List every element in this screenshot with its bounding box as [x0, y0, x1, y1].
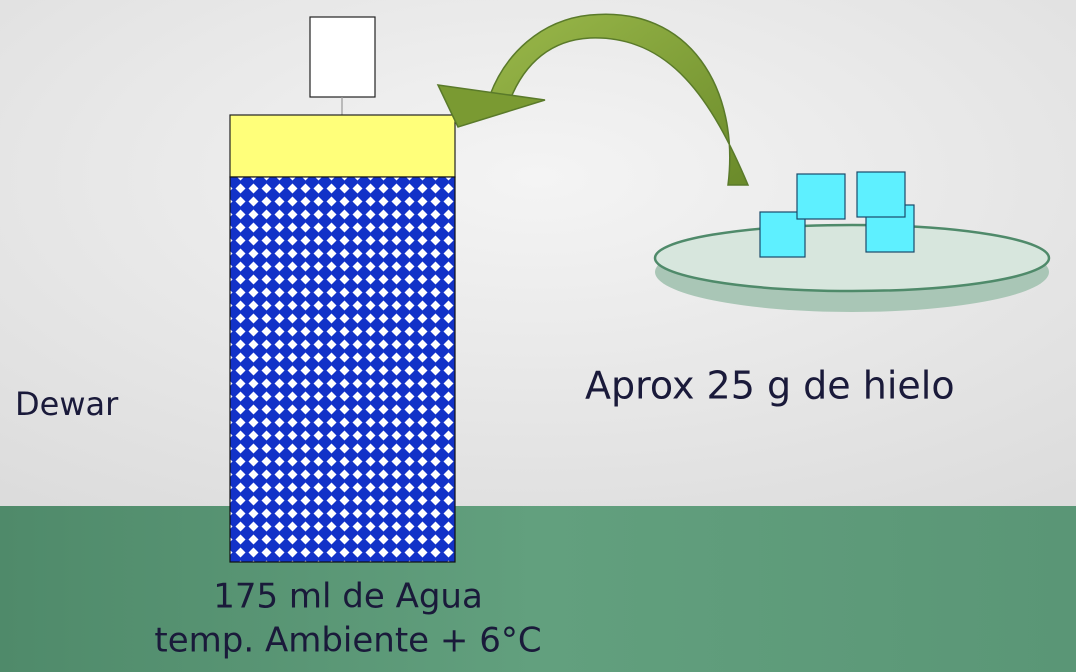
- dish: [653, 223, 1051, 293]
- floor-band: [0, 506, 1076, 672]
- dewar-water: [229, 176, 456, 563]
- ice-cube: [856, 171, 906, 218]
- temperature-label: temp. Ambiente + 6°C: [154, 621, 541, 661]
- arrow-head: [436, 84, 546, 128]
- probe-box: [309, 16, 376, 98]
- dewar-label: Dewar: [15, 385, 119, 423]
- ice-label: Aprox 25 g de hielo: [585, 364, 955, 408]
- ice-cube: [796, 173, 846, 220]
- water-label: 175 ml de Agua: [213, 577, 483, 617]
- dewar-lid: [229, 114, 456, 178]
